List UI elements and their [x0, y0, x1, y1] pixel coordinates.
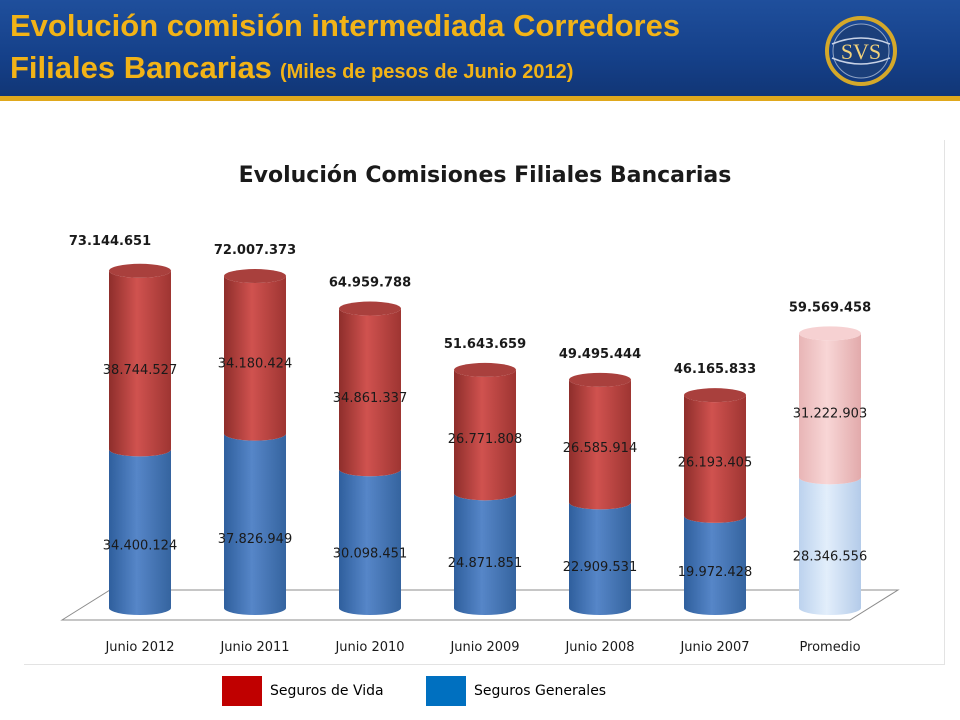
bar-generales-6 — [799, 477, 861, 615]
header-rule — [0, 96, 960, 101]
x-tick-label-2: Junio 2010 — [334, 640, 404, 655]
data-label-generales-5: 19.972.428 — [678, 565, 752, 580]
legend-item-vida: Seguros de Vida — [222, 676, 384, 706]
slide-title-line1: Evolución comisión intermediada Corredor… — [10, 8, 681, 43]
chart-bars — [109, 263, 861, 615]
data-label-generales-3: 24.871.851 — [448, 556, 522, 571]
total-label-6: 59.569.458 — [789, 300, 871, 315]
data-label-vida-0: 38.744.527 — [103, 363, 177, 378]
data-label-vida-1: 34.180.424 — [218, 357, 292, 372]
bar-vida-6 — [799, 333, 861, 485]
bar-generales-2 — [339, 469, 401, 615]
x-tick-label-1: Junio 2011 — [219, 640, 289, 655]
data-label-generales-2: 30.098.451 — [333, 546, 407, 561]
bar-vida-0 — [109, 270, 171, 457]
total-label-4: 49.495.444 — [559, 347, 641, 362]
bar-vida-2 — [339, 308, 401, 477]
x-tick-label-0: Junio 2012 — [104, 640, 174, 655]
svs-logo: SVS — [825, 16, 897, 86]
bar-vida-3 — [454, 369, 516, 501]
bar-vida-5-top — [684, 388, 746, 403]
bar-vida-5 — [684, 395, 746, 523]
total-label-5: 46.165.833 — [674, 362, 756, 377]
x-tick-label-6: Promedio — [799, 640, 860, 655]
legend-label-generales: Seguros Generales — [474, 683, 607, 699]
bar-vida-3-top — [454, 362, 516, 377]
data-label-vida-6: 31.222.903 — [793, 407, 867, 422]
slide-title-line2-text: Filiales Bancarias — [10, 50, 272, 85]
total-label-1: 72.007.373 — [214, 243, 296, 258]
total-label-0: 73.144.651 — [69, 234, 151, 249]
chart-labels: Junio 2012 34.400.124 38.744.527 73.144.651… — [69, 234, 871, 655]
data-label-vida-4: 26.585.914 — [563, 441, 637, 456]
data-label-generales-1: 37.826.949 — [218, 532, 292, 547]
bar-vida-4 — [569, 379, 631, 510]
header-banner: Evolución comisión intermediada Corredor… — [0, 0, 960, 96]
slide-subtitle: (Miles de pesos de Junio 2012) — [279, 61, 574, 83]
data-label-vida-5: 26.193.405 — [678, 456, 752, 471]
svs-logo-text: SVS — [841, 39, 881, 64]
bar-vida-6-top — [799, 326, 861, 341]
data-label-generales-0: 34.400.124 — [103, 539, 177, 554]
bar-generales-3 — [454, 493, 516, 615]
legend-item-generales: Seguros Generales — [426, 676, 606, 706]
bar-vida-1 — [224, 276, 286, 441]
bar-generales-0 — [109, 449, 171, 615]
bar-generales-5 — [684, 515, 746, 615]
legend-swatch-vida — [222, 676, 262, 706]
legend-label-vida: Seguros de Vida — [270, 683, 384, 699]
bar-vida-1-top — [224, 269, 286, 284]
legend-swatch-generales — [426, 676, 466, 706]
slide-title-line2: Filiales Bancarias (Miles de pesos de Jun… — [10, 50, 573, 86]
data-label-generales-4: 22.909.531 — [563, 560, 637, 575]
chart-frame — [24, 140, 945, 665]
bar-vida-4-top — [569, 372, 631, 387]
data-label-vida-2: 34.861.337 — [333, 391, 407, 406]
x-tick-label-3: Junio 2009 — [449, 640, 519, 655]
bar-generales-1 — [224, 433, 286, 615]
x-tick-label-5: Junio 2007 — [679, 640, 749, 655]
bar-vida-2-top — [339, 301, 401, 316]
data-label-generales-6: 28.346.556 — [793, 550, 867, 565]
bar-generales-4 — [569, 502, 631, 615]
chart-title: Evolución Comisiones Filiales Bancarias — [239, 163, 732, 188]
data-label-vida-3: 26.771.808 — [448, 432, 522, 447]
bar-vida-0-top — [109, 263, 171, 278]
total-label-2: 64.959.788 — [329, 276, 411, 291]
total-label-3: 51.643.659 — [444, 337, 526, 352]
x-tick-label-4: Junio 2008 — [564, 640, 634, 655]
